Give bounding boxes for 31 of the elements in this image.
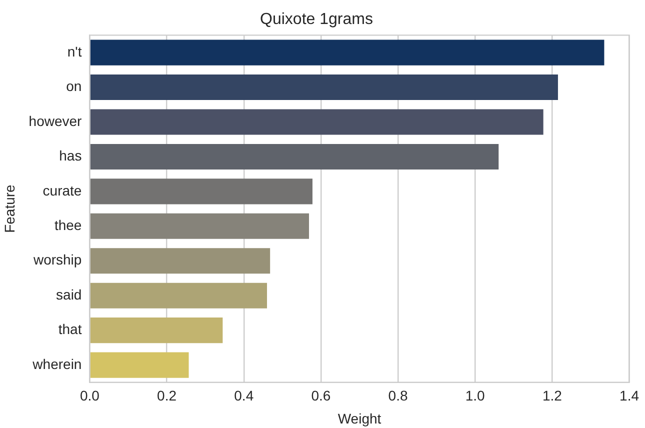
bar xyxy=(90,109,544,135)
x-tick-label: 0.2 xyxy=(157,388,177,404)
y-tick-label: n't xyxy=(67,43,82,60)
chart-title: Quixote 1grams xyxy=(260,11,373,28)
y-tick-label: said xyxy=(56,286,82,302)
bar xyxy=(90,178,312,204)
y-tick-label: thee xyxy=(54,217,82,234)
x-tick-label: 0.6 xyxy=(311,388,331,404)
x-tick-label: 0.0 xyxy=(80,388,100,404)
y-tick-label: worship xyxy=(32,252,82,268)
bar xyxy=(90,318,223,344)
x-axis-title: Weight xyxy=(338,410,382,426)
bar xyxy=(90,144,499,170)
x-tick-label: 0.4 xyxy=(234,388,254,404)
x-tick-label: 1.0 xyxy=(465,388,486,404)
y-tick-label: wherein xyxy=(32,356,82,372)
y-axis-title: Feature xyxy=(1,184,18,233)
x-tick-label: 1.4 xyxy=(620,388,640,404)
bar xyxy=(90,248,270,274)
y-tick-label: that xyxy=(58,321,82,338)
x-tick-label: 0.8 xyxy=(388,388,408,404)
y-tick-label: on xyxy=(66,78,82,94)
y-tick-label: curate xyxy=(42,182,82,198)
bar xyxy=(90,74,558,100)
bar xyxy=(90,282,267,308)
bar xyxy=(90,213,310,239)
x-tick-label: 1.2 xyxy=(542,388,562,404)
bar xyxy=(90,40,604,66)
bar xyxy=(90,352,189,378)
y-tick-label: has xyxy=(59,148,82,164)
y-tick-label: however xyxy=(28,112,82,129)
